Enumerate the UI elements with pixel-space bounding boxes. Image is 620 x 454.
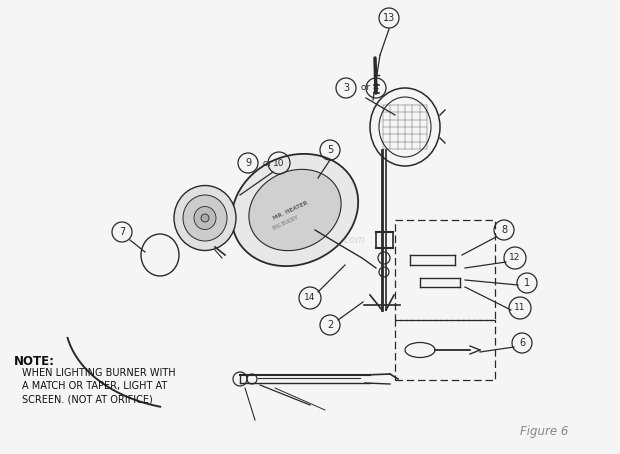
Text: 3: 3 (343, 83, 349, 93)
Text: replacementParts.com: replacementParts.com (255, 235, 365, 245)
Ellipse shape (174, 186, 236, 251)
Text: 5: 5 (327, 145, 333, 155)
Ellipse shape (232, 154, 358, 266)
Bar (395, 320, 495, 380)
Text: or: or (260, 158, 275, 168)
Text: 11: 11 (514, 304, 526, 312)
Text: 2: 2 (327, 320, 333, 330)
Text: or: or (358, 84, 373, 93)
Text: SCREEN. (NOT AT ORIFICE): SCREEN. (NOT AT ORIFICE) (22, 394, 153, 404)
Text: 10: 10 (273, 158, 285, 168)
Ellipse shape (201, 214, 209, 222)
Ellipse shape (249, 169, 341, 251)
Text: 4: 4 (373, 83, 379, 93)
Text: 12: 12 (509, 253, 521, 262)
Text: Figure 6: Figure 6 (520, 425, 569, 438)
Ellipse shape (194, 207, 216, 230)
Text: 13: 13 (383, 13, 395, 23)
Text: A MATCH OR TAPER, LIGHT AT: A MATCH OR TAPER, LIGHT AT (22, 381, 167, 391)
Text: 8: 8 (501, 225, 507, 235)
Ellipse shape (183, 195, 227, 241)
Text: BIG BUDDY: BIG BUDDY (272, 215, 299, 231)
Text: 9: 9 (245, 158, 251, 168)
Text: 14: 14 (304, 293, 316, 302)
Bar (395, 220, 495, 320)
Text: MR. HEATER: MR. HEATER (272, 201, 308, 221)
Text: WHEN LIGHTING BURNER WITH: WHEN LIGHTING BURNER WITH (22, 368, 175, 378)
Text: 1: 1 (524, 278, 530, 288)
Text: 7: 7 (119, 227, 125, 237)
Text: NOTE:: NOTE: (14, 355, 55, 368)
Text: 6: 6 (519, 338, 525, 348)
